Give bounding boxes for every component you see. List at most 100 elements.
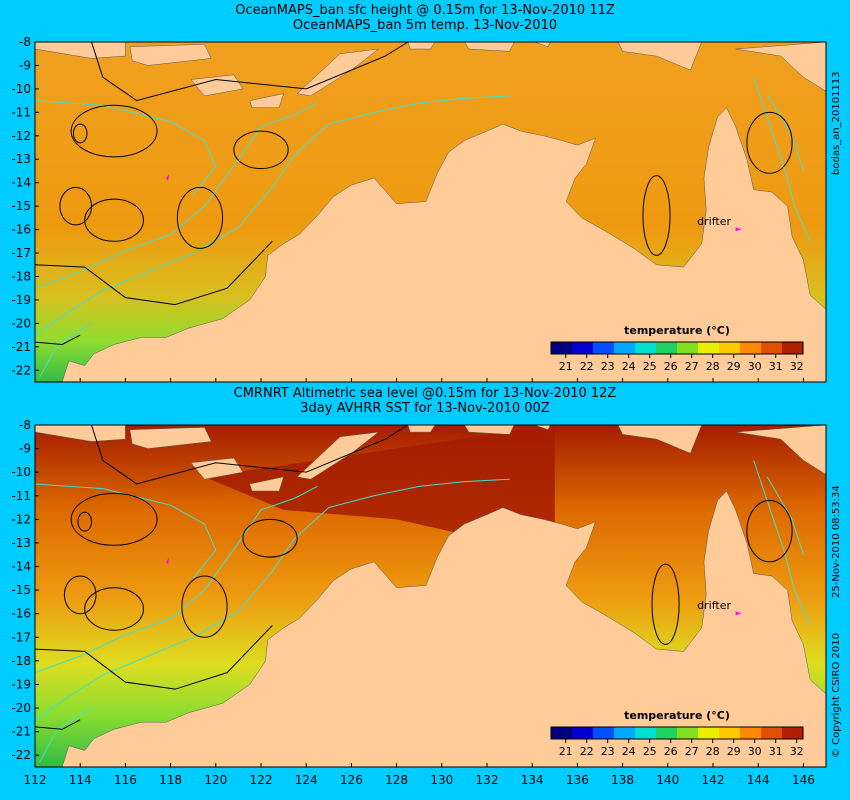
colorbar-tick-label: 26 xyxy=(664,745,678,758)
colorbar-tick-label: 23 xyxy=(601,745,615,758)
ssh-contour xyxy=(34,719,81,730)
lat-tick-label: -20 xyxy=(11,316,31,330)
drifter-marker xyxy=(735,611,742,616)
ssh-contour xyxy=(63,575,97,615)
lat-tick-label: -12 xyxy=(11,129,31,143)
colorbar-tick-label: 24 xyxy=(622,745,636,758)
drifter-label: drifter xyxy=(697,215,731,228)
lat-tick-label: -12 xyxy=(11,512,31,526)
island xyxy=(190,74,244,97)
colorbar-tick-label: 29 xyxy=(727,360,741,373)
lon-tick-label: 140 xyxy=(656,773,679,787)
lon-tick-label: 130 xyxy=(430,773,453,787)
lon-tick-label: 126 xyxy=(340,773,363,787)
colorbar-tick-label: 32 xyxy=(790,360,804,373)
lat-tick-label: -8 xyxy=(19,35,31,49)
ssh-contour xyxy=(72,123,88,144)
island xyxy=(735,424,827,475)
colorbar-tick-label: 21 xyxy=(559,745,573,758)
colorbar-tick-label: 26 xyxy=(664,360,678,373)
lat-tick-label: -11 xyxy=(11,489,31,503)
ssh-contour xyxy=(59,186,92,226)
lon-tick-label: 112 xyxy=(24,773,47,787)
colorbar-swatch xyxy=(551,727,573,739)
bathymetry-contour xyxy=(753,460,811,626)
colorbar-swatch xyxy=(635,727,657,739)
lat-tick-label: -20 xyxy=(11,701,31,715)
ssh-contour xyxy=(70,104,158,158)
colorbar-tick-label: 25 xyxy=(643,360,657,373)
ssh-contour xyxy=(70,492,158,546)
colorbar-swatch xyxy=(761,342,783,354)
lat-tick-label: -8 xyxy=(19,418,31,432)
map-frame xyxy=(34,424,827,768)
map-frame xyxy=(34,41,827,383)
colorbar-swatch xyxy=(782,342,804,354)
bathymetry-contour xyxy=(34,483,217,579)
bathymetry-contour xyxy=(34,95,510,336)
lat-tick-label: -15 xyxy=(11,583,31,597)
lat-tick-label: -17 xyxy=(11,630,31,644)
island xyxy=(129,427,212,449)
lon-tick-label: 122 xyxy=(250,773,273,787)
lon-tick-label: 120 xyxy=(204,773,227,787)
lat-tick-label: -16 xyxy=(11,607,31,621)
top-panel-source-label: bodas_an_20101113 xyxy=(831,71,842,175)
bottom-map-panel: drifter -8 -9 -10 -11 -12 -13 -14 -15 -16 -17 -18 -1… xyxy=(11,418,827,787)
top-panel-title-line2: OceanMAPS_ban 5m temp. 13-Nov-2010 xyxy=(292,18,558,33)
lat-tick-label: -14 xyxy=(11,176,31,190)
island xyxy=(249,476,284,492)
ssh-contour xyxy=(651,563,680,645)
lat-tick-label: -16 xyxy=(11,223,31,237)
ssh-contour xyxy=(746,499,793,563)
colorbar-swatch xyxy=(740,727,762,739)
island xyxy=(407,424,436,433)
colorbar-tick-label: 31 xyxy=(769,360,783,373)
colorbar-tick-label: 28 xyxy=(706,360,720,373)
lat-tick-label: -11 xyxy=(11,105,31,119)
bathymetry-contour xyxy=(34,100,217,195)
lat-tick-label: -13 xyxy=(11,152,31,166)
lat-tick-label: -22 xyxy=(11,748,31,762)
lon-tick-label: 116 xyxy=(114,773,137,787)
colorbar-swatch xyxy=(656,342,678,354)
lon-tick-label: 134 xyxy=(521,773,544,787)
drifter-track-marker xyxy=(166,557,170,565)
lat-tick-label: -19 xyxy=(11,677,31,691)
lat-tick-label: -19 xyxy=(11,293,31,307)
ssh-contour xyxy=(34,240,273,306)
australia-landmass xyxy=(61,107,827,383)
colorbar-tick-label: 25 xyxy=(643,745,657,758)
colorbar-swatch xyxy=(782,727,804,739)
drifter-track-marker xyxy=(166,174,170,181)
colorbar-swatch xyxy=(551,342,573,354)
ssh-contour xyxy=(84,587,144,631)
lat-tick-label: -10 xyxy=(11,465,31,479)
colorbar-tick-label: 21 xyxy=(559,360,573,373)
colorbar-swatch xyxy=(635,342,657,354)
colorbar-swatch xyxy=(572,727,594,739)
australia-landmass xyxy=(61,490,827,768)
ssh-contour xyxy=(84,198,144,242)
lon-tick-label: 118 xyxy=(159,773,182,787)
ssh-contour xyxy=(34,625,273,690)
colorbar-swatch xyxy=(698,342,720,354)
colorbar-title: temperature (°C) xyxy=(624,324,730,337)
colorbar-swatch xyxy=(677,727,699,739)
lon-tick-label: 136 xyxy=(566,773,589,787)
island xyxy=(407,41,436,50)
lat-tick-label: -14 xyxy=(11,560,31,574)
lat-tick-label: -15 xyxy=(11,199,31,213)
colorbar-swatch xyxy=(719,727,741,739)
colorbar-swatch xyxy=(572,342,594,354)
lat-tick-label: -13 xyxy=(11,536,31,550)
lat-tick-label: -17 xyxy=(11,246,31,260)
colorbar-frame xyxy=(550,726,804,740)
colorbar-tick-label: 28 xyxy=(706,745,720,758)
lon-tick-label: 146 xyxy=(792,773,815,787)
colorbar-tick-label: 31 xyxy=(769,745,783,758)
island xyxy=(190,457,244,480)
bottom-panel-date-label: 25-Nov-2010 08:53:34 xyxy=(831,485,842,598)
bathymetry-contour xyxy=(34,102,318,289)
